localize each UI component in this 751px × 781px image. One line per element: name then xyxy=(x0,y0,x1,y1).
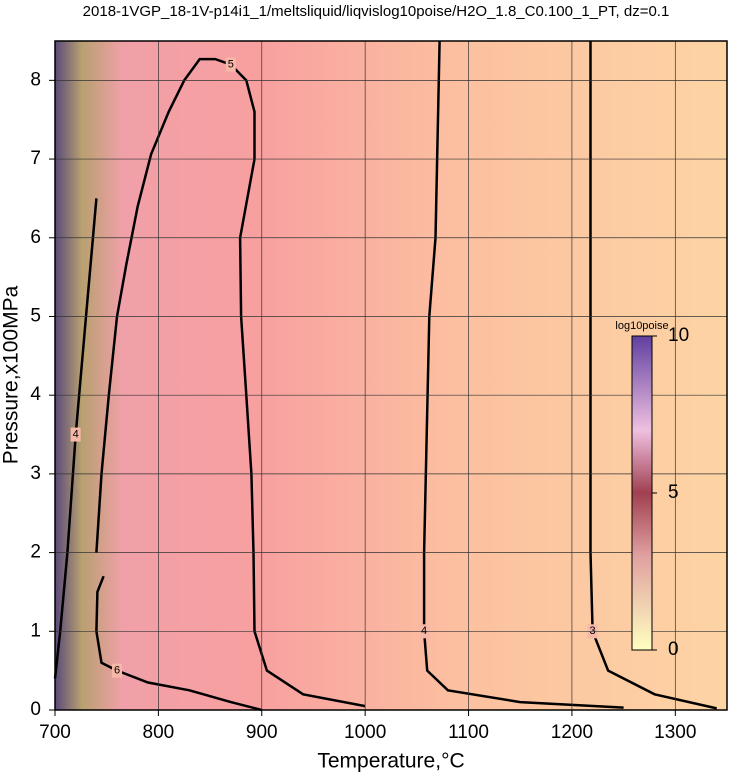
x-axis-label: Temperature,°C xyxy=(317,750,464,773)
contour-line xyxy=(589,41,717,710)
y-tick-label: 1 xyxy=(30,620,41,641)
x-tick-label: 1200 xyxy=(551,722,593,743)
colorbar xyxy=(631,335,653,651)
y-tick-label: 4 xyxy=(30,384,41,405)
plot-background xyxy=(55,41,727,710)
y-tick-label: 3 xyxy=(30,463,41,484)
contour-label-bg xyxy=(225,57,236,72)
x-tick-label: 900 xyxy=(246,722,278,743)
plot-frame xyxy=(54,40,728,711)
contour-line xyxy=(53,198,98,679)
x-tick-label: 700 xyxy=(39,722,71,743)
x-tick-label: 800 xyxy=(143,722,175,743)
y-tick-label: 7 xyxy=(30,148,41,169)
y-tick-label: 0 xyxy=(30,699,41,720)
contour-label: 6 xyxy=(114,665,120,677)
y-tick-label: 8 xyxy=(30,69,41,90)
colorbar-label: log10poise xyxy=(615,320,668,332)
contour-label-bg xyxy=(112,663,123,678)
chart-title: 2018-1VGP_18-1V-p14i1_1/meltsliquid/liqv… xyxy=(83,3,670,20)
colorbar-tick-label: 5 xyxy=(668,482,679,503)
y-tick-label: 6 xyxy=(30,227,41,248)
contour-label: 4 xyxy=(73,428,79,440)
colorbar-tick-label: 10 xyxy=(668,325,689,346)
y-axis-label: Pressure,x100MPa xyxy=(0,285,23,464)
x-tick-label: 1300 xyxy=(654,722,696,743)
y-tick-label: 2 xyxy=(30,542,41,563)
colorbar-tick-label: 0 xyxy=(668,639,679,660)
x-tick-label: 1000 xyxy=(344,722,386,743)
y-tick-label: 5 xyxy=(30,305,41,326)
x-tick-label: 1100 xyxy=(448,722,489,743)
contour-label-bg xyxy=(70,427,81,442)
contour-label: 5 xyxy=(228,59,234,71)
contour-line xyxy=(95,57,366,708)
